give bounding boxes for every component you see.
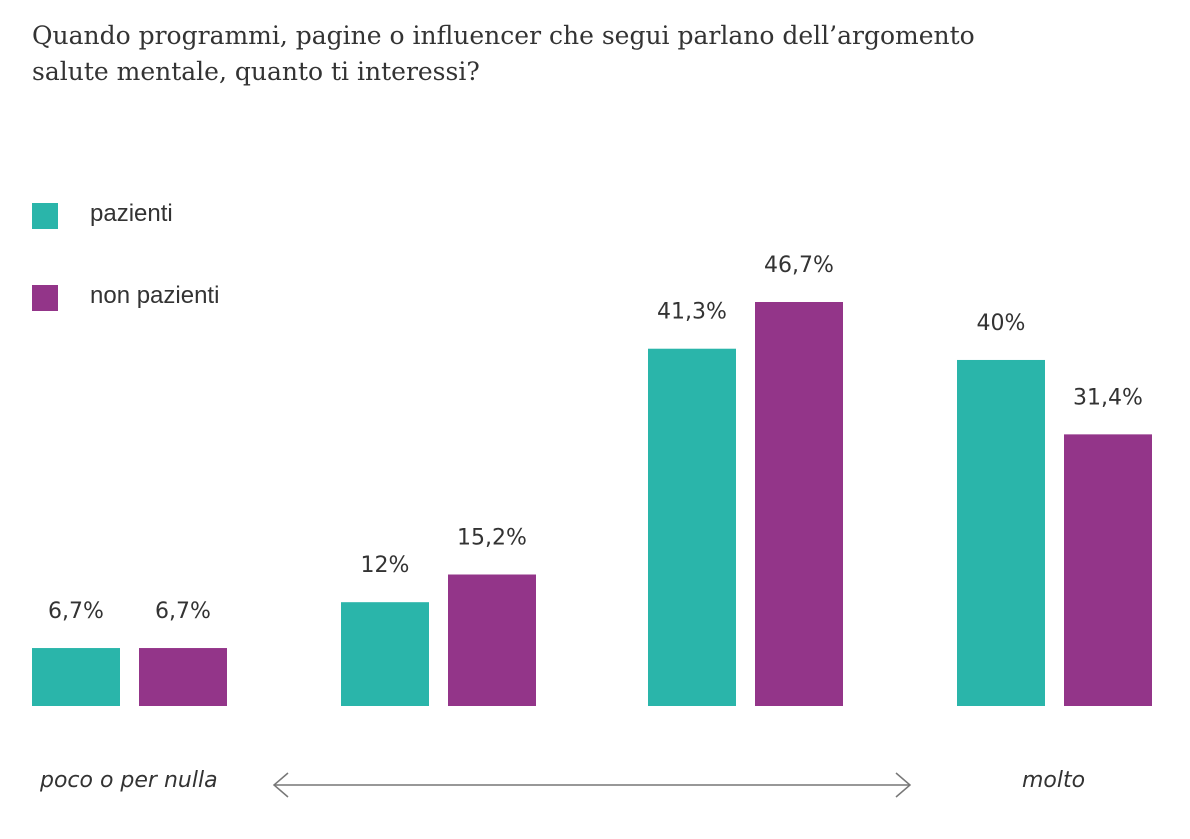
value-label-non-pazienti-3: 46,7%	[764, 253, 834, 278]
scale-right-label: molto	[1022, 768, 1086, 793]
value-label-pazienti-3: 41,3%	[657, 300, 727, 325]
bar-non-pazienti-2	[448, 574, 536, 706]
scale-arrow	[272, 772, 912, 798]
value-label-pazienti-2: 12%	[361, 553, 410, 578]
value-label-non-pazienti-1: 6,7%	[155, 599, 211, 624]
value-label-pazienti-4: 40%	[977, 311, 1026, 336]
legend-label-pazienti: pazienti	[90, 200, 173, 227]
bar-pazienti-3	[648, 348, 736, 706]
chart-title: Quando programmi, pagine o influencer ch…	[32, 21, 975, 86]
bar-pazienti-1	[32, 648, 120, 706]
bar-non-pazienti-4	[1064, 434, 1152, 706]
value-label-non-pazienti-2: 15,2%	[457, 526, 527, 551]
bar-non-pazienti-1	[139, 648, 227, 706]
bar-pazienti-2	[341, 602, 429, 706]
legend-swatch-pazienti	[32, 203, 58, 229]
scale-left-label: poco o per nulla	[40, 768, 218, 793]
value-label-pazienti-1: 6,7%	[48, 599, 104, 624]
bar-pazienti-4	[957, 359, 1045, 706]
bar-non-pazienti-3	[755, 302, 843, 706]
legend-label-non-pazienti: non pazienti	[90, 282, 220, 309]
legend-swatch-non-pazienti	[32, 285, 58, 311]
value-label-non-pazienti-4: 31,4%	[1073, 385, 1143, 410]
